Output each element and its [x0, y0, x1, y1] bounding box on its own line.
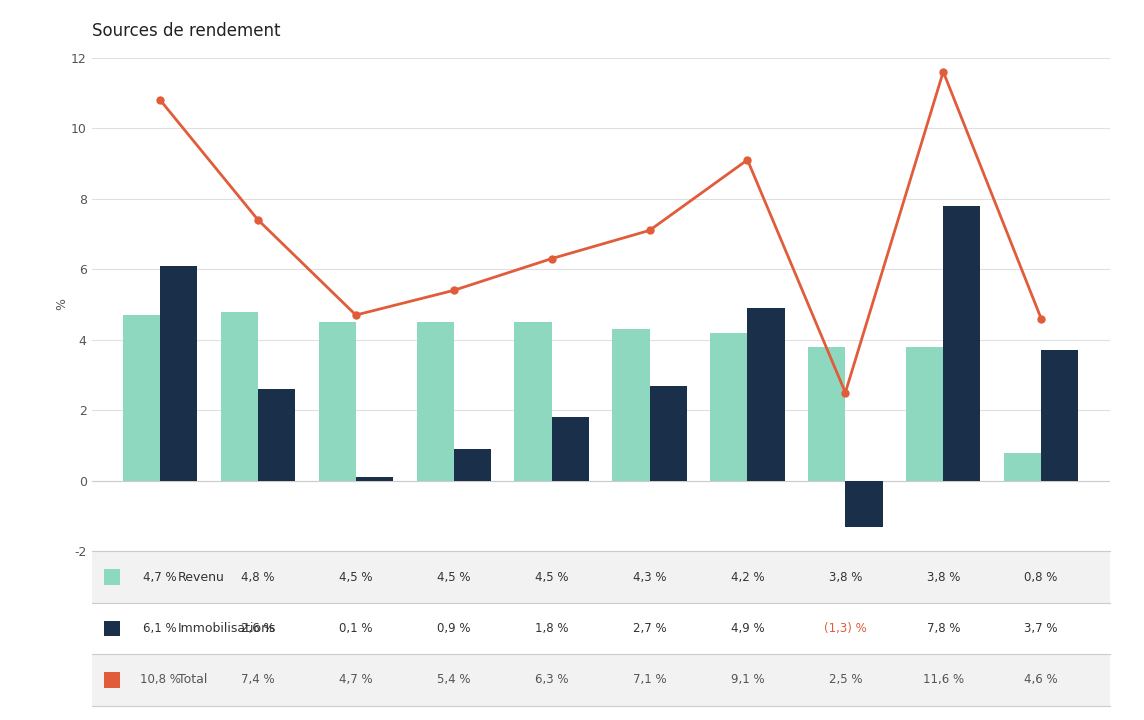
Bar	[650, 386, 686, 481]
Text: 11,6 %: 11,6 %	[923, 673, 963, 686]
Bar	[92, 552, 1110, 603]
Text: 0,8 %: 0,8 %	[1025, 570, 1058, 583]
Bar	[808, 347, 845, 481]
Text: 3,8 %: 3,8 %	[828, 570, 863, 583]
Text: (1,3) %: (1,3) %	[824, 622, 867, 635]
Text: 4,3 %: 4,3 %	[633, 570, 666, 583]
Bar	[104, 672, 120, 688]
Bar	[221, 312, 257, 481]
Bar	[104, 570, 120, 585]
Bar	[356, 477, 394, 481]
Bar	[1004, 453, 1041, 481]
Bar	[747, 308, 785, 481]
Text: 5,4 %: 5,4 %	[437, 673, 470, 686]
Text: 4,9 %: 4,9 %	[731, 622, 764, 635]
Text: 10,8 %: 10,8 %	[140, 673, 181, 686]
Text: 4,7 %: 4,7 %	[143, 570, 177, 583]
Bar	[257, 389, 295, 481]
Text: Total: Total	[178, 673, 207, 686]
Text: 4,5 %: 4,5 %	[437, 570, 470, 583]
Text: 4,2 %: 4,2 %	[731, 570, 764, 583]
Text: Immobilisations: Immobilisations	[178, 622, 277, 635]
Bar	[319, 322, 356, 481]
Bar	[416, 322, 454, 481]
Bar	[160, 266, 197, 481]
Bar	[122, 315, 160, 481]
Text: 7,8 %: 7,8 %	[927, 622, 960, 635]
Text: Sources de rendement: Sources de rendement	[92, 22, 280, 40]
Text: 2,6 %: 2,6 %	[241, 622, 275, 635]
Text: 7,4 %: 7,4 %	[241, 673, 275, 686]
Text: 3,7 %: 3,7 %	[1024, 622, 1058, 635]
Bar	[104, 621, 120, 636]
Bar	[92, 603, 1110, 654]
Bar	[612, 329, 650, 481]
Bar	[551, 418, 589, 481]
Text: 9,1 %: 9,1 %	[731, 673, 764, 686]
Bar	[1041, 351, 1079, 481]
Y-axis label: %: %	[55, 299, 67, 310]
Text: 4,6 %: 4,6 %	[1024, 673, 1058, 686]
Text: 6,1 %: 6,1 %	[143, 622, 177, 635]
Bar	[454, 449, 491, 481]
Text: 0,1 %: 0,1 %	[339, 622, 373, 635]
Text: Revenu: Revenu	[178, 570, 225, 583]
Bar	[515, 322, 551, 481]
Bar	[710, 333, 747, 481]
Text: 4,7 %: 4,7 %	[339, 673, 373, 686]
Text: 4,5 %: 4,5 %	[535, 570, 569, 583]
Text: 3,8 %: 3,8 %	[927, 570, 960, 583]
Text: 1,8 %: 1,8 %	[535, 622, 569, 635]
Bar	[845, 481, 882, 526]
Text: 4,5 %: 4,5 %	[339, 570, 373, 583]
Text: 0,9 %: 0,9 %	[437, 622, 470, 635]
Text: 4,8 %: 4,8 %	[241, 570, 275, 583]
Text: 2,7 %: 2,7 %	[633, 622, 666, 635]
Text: 6,3 %: 6,3 %	[535, 673, 569, 686]
Bar	[944, 206, 980, 481]
Text: 2,5 %: 2,5 %	[828, 673, 863, 686]
Bar	[92, 654, 1110, 706]
Text: 7,1 %: 7,1 %	[633, 673, 666, 686]
Bar	[906, 347, 944, 481]
